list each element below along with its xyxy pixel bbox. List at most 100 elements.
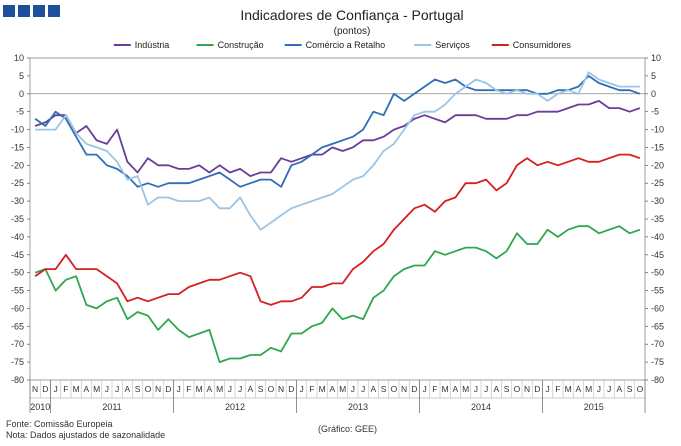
month-label: A [617,384,623,394]
credit-note: (Gráfico: GEE) [318,424,377,434]
y-tick-label-right: -5 [651,107,659,117]
chart-subtitle: (pontos) [334,26,371,37]
y-tick-label-right: -10 [651,125,664,135]
y-tick-label-left: -5 [16,107,24,117]
logo-square [48,5,60,17]
y-tick-label-left: -70 [11,339,24,349]
y-tick-label-left: 5 [19,71,24,81]
month-label: J [361,384,365,394]
y-tick-label-right: -55 [651,286,664,296]
y-tick-label-right: 0 [651,89,656,99]
month-label: A [494,384,500,394]
source-note: Fonte: Comissão Europeia [6,419,113,429]
year-label: 2015 [584,402,604,412]
y-tick-label-left: -80 [11,375,24,385]
month-label: M [442,384,449,394]
month-label: D [42,384,48,394]
month-label: O [391,384,398,394]
month-label: A [330,384,336,394]
year-label: 2011 [102,402,121,412]
legend-label: Construção [218,40,264,50]
month-label: J [177,384,181,394]
logo-square [18,5,30,17]
series-line-consumidores [34,153,641,306]
y-tick-label-left: -40 [11,232,24,242]
month-label: S [627,384,633,394]
month-label: N [524,384,530,394]
legend-label: Comércio a Retalho [306,40,386,50]
month-label: M [196,384,203,394]
y-tick-label-right: -60 [651,303,664,313]
month-label: A [248,384,254,394]
plot-frame [29,57,646,381]
legend: Indústria Construção Comércio a Retalho Ser… [113,40,572,50]
month-label: J [228,384,232,394]
y-tick-label-left: -45 [11,250,24,260]
legend-label: Serviços [435,40,470,50]
month-label: J [300,384,304,394]
month-label: A [84,384,90,394]
month-label: D [288,384,294,394]
y-tick-label-right: 10 [651,53,661,63]
month-label: S [135,384,141,394]
month-label: O [514,384,521,394]
y-tick-label-left: -35 [11,214,24,224]
series-line-servicos [35,71,640,231]
month-label: M [585,384,592,394]
month-label: F [309,384,314,394]
month-label: A [453,384,459,394]
chart-title: Indicadores de Confiança - Portugal [240,7,463,23]
y-tick-label-left: -10 [11,125,24,135]
month-label: O [268,384,275,394]
month-label: M [462,384,469,394]
y-tick-label-right: -20 [651,160,664,170]
month-label: J [474,384,478,394]
logo-square [3,5,15,17]
y-tick-label-left: -55 [11,286,24,296]
legend-label: Consumidores [513,40,572,50]
series-line-industria [34,100,641,178]
series-line-comercio-a-retalho [34,75,641,188]
month-label: J [105,384,109,394]
year-label: 2012 [225,402,245,412]
month-label: J [423,384,427,394]
month-label: N [155,384,161,394]
y-tick-label-right: -40 [651,232,664,242]
month-label: M [216,384,223,394]
y-tick-label-right: -50 [651,268,664,278]
month-label: O [145,384,152,394]
month-label: J [54,384,58,394]
y-tick-label-left: 0 [19,89,24,99]
month-label: A [207,384,213,394]
legend-label: Indústria [135,40,170,50]
y-tick-label-right: -80 [651,375,664,385]
month-label: J [238,384,242,394]
y-tick-label-right: -75 [651,357,664,367]
logo [3,5,60,17]
adjustment-note: Nota: Dados ajustados de sazonalidade [6,430,165,440]
month-label: F [186,384,191,394]
month-label: D [411,384,417,394]
y-tick-label-right: -15 [651,142,664,152]
y-tick-label-right: -25 [651,178,664,188]
y-tick-label-left: -50 [11,268,24,278]
month-label: S [504,384,510,394]
month-label: M [339,384,346,394]
month-label: F [63,384,68,394]
y-tick-label-left: -65 [11,321,24,331]
y-tick-label-left: -20 [11,160,24,170]
month-label: N [32,384,38,394]
y-tick-label-right: -70 [651,339,664,349]
y-tick-label-right: -30 [651,196,664,206]
year-label: 2013 [348,402,368,412]
logo-square [33,5,45,17]
month-label: D [534,384,540,394]
month-label: N [401,384,407,394]
year-label: 2014 [471,402,491,412]
y-tick-label-left: 10 [14,53,24,63]
month-label: A [371,384,377,394]
y-tick-label-right: -35 [651,214,664,224]
month-label: M [319,384,326,394]
